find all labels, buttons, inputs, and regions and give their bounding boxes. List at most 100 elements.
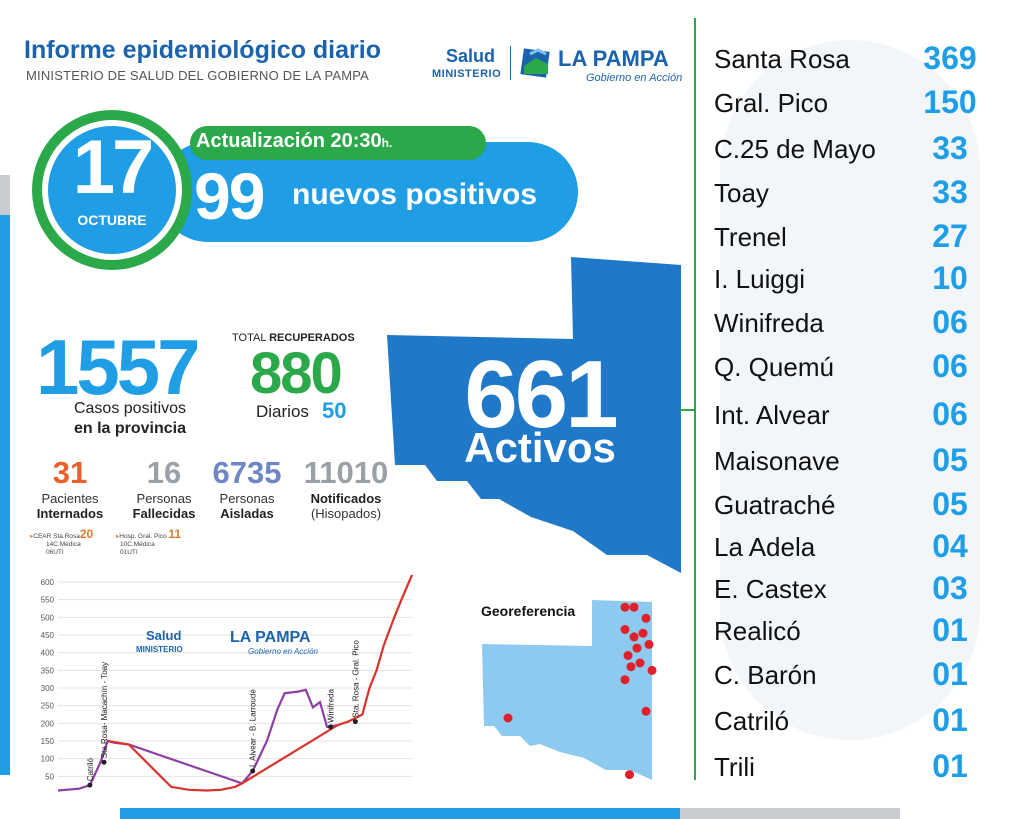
locality-name: Catriló — [714, 706, 790, 736]
total-positives-label-2: en la provincia — [73, 420, 187, 437]
case-location-marker — [644, 639, 654, 649]
chart-annotation-label: Sta. Rosa - Gral. Pico — [351, 640, 360, 718]
date-month: OCTUBRE — [77, 212, 147, 228]
logo-la-pampa-text: LA PAMPA — [558, 46, 669, 71]
logo-ministerio-text: MINISTERIO — [432, 68, 502, 80]
locality-name: Toay — [714, 178, 769, 208]
stat-label-bold: Notificados — [310, 491, 382, 506]
locality-value: 05 — [932, 486, 968, 522]
chart-annotation-point — [328, 724, 334, 730]
stat-value: 6735 — [212, 455, 282, 490]
chart-annotation-label: Catriló — [86, 757, 95, 781]
chart-tick-label: 550 — [41, 596, 55, 605]
left-accent-grey — [0, 175, 10, 215]
chart-tick-label: 100 — [41, 755, 55, 764]
locality-name: Trenel — [714, 222, 787, 252]
locality-value: 01 — [932, 612, 968, 648]
stat-label: (Hisopados) — [310, 506, 382, 521]
chart-logo-ministerio: MINISTERIO — [136, 645, 183, 654]
total-positives-label: Casos positivos — [73, 400, 187, 417]
chart-logo-la-pampa: LA PAMPA — [230, 629, 311, 646]
chart-annotation-point — [352, 719, 358, 725]
case-location-marker — [635, 658, 645, 668]
recovered-label: TOTAL RECUPERADOS — [232, 332, 355, 344]
chart-series-line-1 — [107, 574, 414, 792]
locality-value: 05 — [932, 442, 968, 478]
locality-value: 01 — [932, 748, 968, 784]
page-title: Informe epidemiológico diario — [24, 36, 381, 64]
chart-series-line-0 — [57, 688, 338, 792]
case-location-marker — [626, 662, 636, 672]
stat-label: Personas — [219, 491, 275, 506]
case-location-marker — [629, 632, 639, 642]
date-circle — [42, 120, 182, 260]
new-positives-label: nuevos positivos — [292, 178, 538, 211]
locality-value: 01 — [932, 656, 968, 692]
daily-recovered-label: Diarios — [256, 402, 309, 421]
background-shape — [720, 40, 980, 740]
locality-name: Int. Alvear — [714, 400, 830, 430]
hospital-cear: ▸CEAR Sta.Rosa20 14C.Médica 06UTI — [30, 527, 94, 556]
locality-name: Maisonave — [714, 446, 840, 476]
locality-value: 06 — [932, 396, 968, 432]
stat-fallecidas: 16 Personas Fallecidas — [124, 455, 204, 521]
chart-tick-label: 350 — [41, 666, 55, 675]
footer-bar-grey — [680, 808, 900, 819]
case-location-marker — [629, 602, 639, 612]
case-location-marker — [638, 628, 648, 638]
active-value: 661 — [464, 341, 618, 448]
update-time: Actualización 20:30h. — [196, 130, 393, 152]
active-label: Activos — [464, 424, 616, 471]
chart-tick-label: 50 — [45, 772, 54, 781]
chart-tick-label: 150 — [41, 737, 55, 746]
stat-value: 16 — [146, 455, 182, 490]
stat-notificados: 11010 Notificados (Hisopados) — [296, 455, 396, 521]
total-positives-value: 1557 — [36, 323, 201, 411]
stat-label-bold: Fallecidas — [132, 506, 196, 521]
locality-value: 27 — [932, 218, 968, 254]
locality-name: Realicó — [714, 616, 801, 646]
stat-label-bold: Internados — [36, 506, 104, 521]
daily-recovered-value: 50 — [322, 398, 347, 423]
locality-name: Guatraché — [714, 490, 836, 520]
locality-name: Trili — [714, 752, 755, 782]
province-map-active — [387, 257, 681, 573]
map-connector — [680, 409, 696, 411]
locality-name: E. Castex — [714, 574, 827, 604]
locality-value: 150 — [923, 84, 977, 120]
locality-value: 06 — [932, 348, 968, 384]
georeference-map — [482, 600, 657, 780]
locality-value: 03 — [932, 570, 968, 606]
update-banner — [190, 126, 486, 160]
chart-tick-label: 600 — [41, 578, 55, 587]
list-divider — [694, 18, 696, 780]
locality-name: Winifreda — [714, 308, 824, 338]
locality-name: C. Barón — [714, 660, 817, 690]
stat-aisladas: 6735 Personas Aisladas — [204, 455, 290, 521]
locality-value: 06 — [932, 304, 968, 340]
chart-tick-label: 450 — [41, 631, 55, 640]
stat-internados: 31 Pacientes Internados — [30, 455, 110, 521]
stat-value: 11010 — [303, 455, 389, 490]
la-pampa-emblem-icon — [520, 48, 550, 78]
logo-gobierno-text: Gobierno en Acción — [586, 72, 683, 84]
logo-divider — [510, 46, 511, 80]
new-positives-value: 99 — [194, 159, 265, 233]
locality-value: 33 — [932, 174, 968, 210]
case-location-marker — [620, 602, 630, 612]
chart-annotation-label: Sta Rosa- Macachín - Toay — [100, 662, 109, 758]
case-location-marker — [623, 651, 633, 660]
recovered-value: 880 — [250, 341, 343, 406]
locality-name: La Adela — [714, 532, 816, 562]
georeference-label: Georeferencia — [481, 603, 576, 619]
case-location-marker — [503, 713, 513, 723]
date-day: 17 — [72, 125, 155, 210]
stat-label-bold: Aisladas — [220, 506, 274, 521]
case-location-marker — [641, 613, 651, 623]
hospital-gral-pico: ▸Hosp. Gral. Pico 11 10C.Médica 01UTI — [116, 527, 182, 556]
chart-logo-gobierno: Gobierno en Acción — [248, 647, 319, 656]
chart-logo-salud: Salud — [146, 628, 181, 643]
locality-value: 10 — [932, 260, 968, 296]
chart-tick-label: 200 — [41, 719, 55, 728]
footer-bar — [120, 808, 680, 819]
